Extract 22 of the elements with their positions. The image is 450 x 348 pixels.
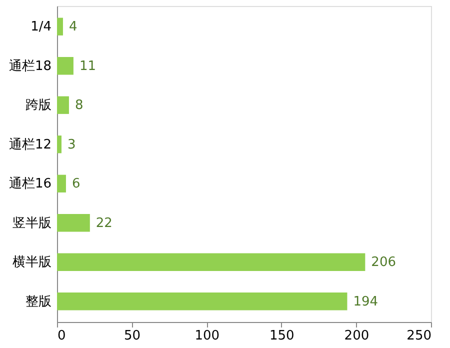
- data-label: 11: [79, 58, 96, 74]
- data-label: 4: [68, 20, 78, 35]
- data-label: 206: [371, 255, 396, 270]
- y-tick-label: 整版: [26, 294, 52, 310]
- x-tick-label: 200: [344, 328, 370, 344]
- x-tick-label: 100: [194, 328, 220, 344]
- x-tick-label: 150: [269, 328, 294, 344]
- y-tick-label: 跨版: [26, 98, 52, 114]
- y-tick-label: 通栏18: [8, 58, 52, 74]
- x-tick-label: 50: [124, 328, 141, 344]
- y-tick-label: 1/4: [30, 20, 52, 35]
- data-label: 3: [67, 137, 76, 152]
- y-tick-label: 横半版: [12, 255, 52, 270]
- x-tick-label: 0: [58, 328, 66, 344]
- y-tick-label: 通栏12: [8, 137, 52, 152]
- y-tick-label: 竖半版: [12, 216, 52, 231]
- x-tick-label: 250: [406, 328, 432, 344]
- y-tick-label: 通栏16: [8, 176, 52, 192]
- data-label: 6: [72, 176, 80, 192]
- data-label: 8: [74, 98, 84, 114]
- data-label: 22: [96, 216, 112, 231]
- data-label: 194: [353, 294, 378, 310]
